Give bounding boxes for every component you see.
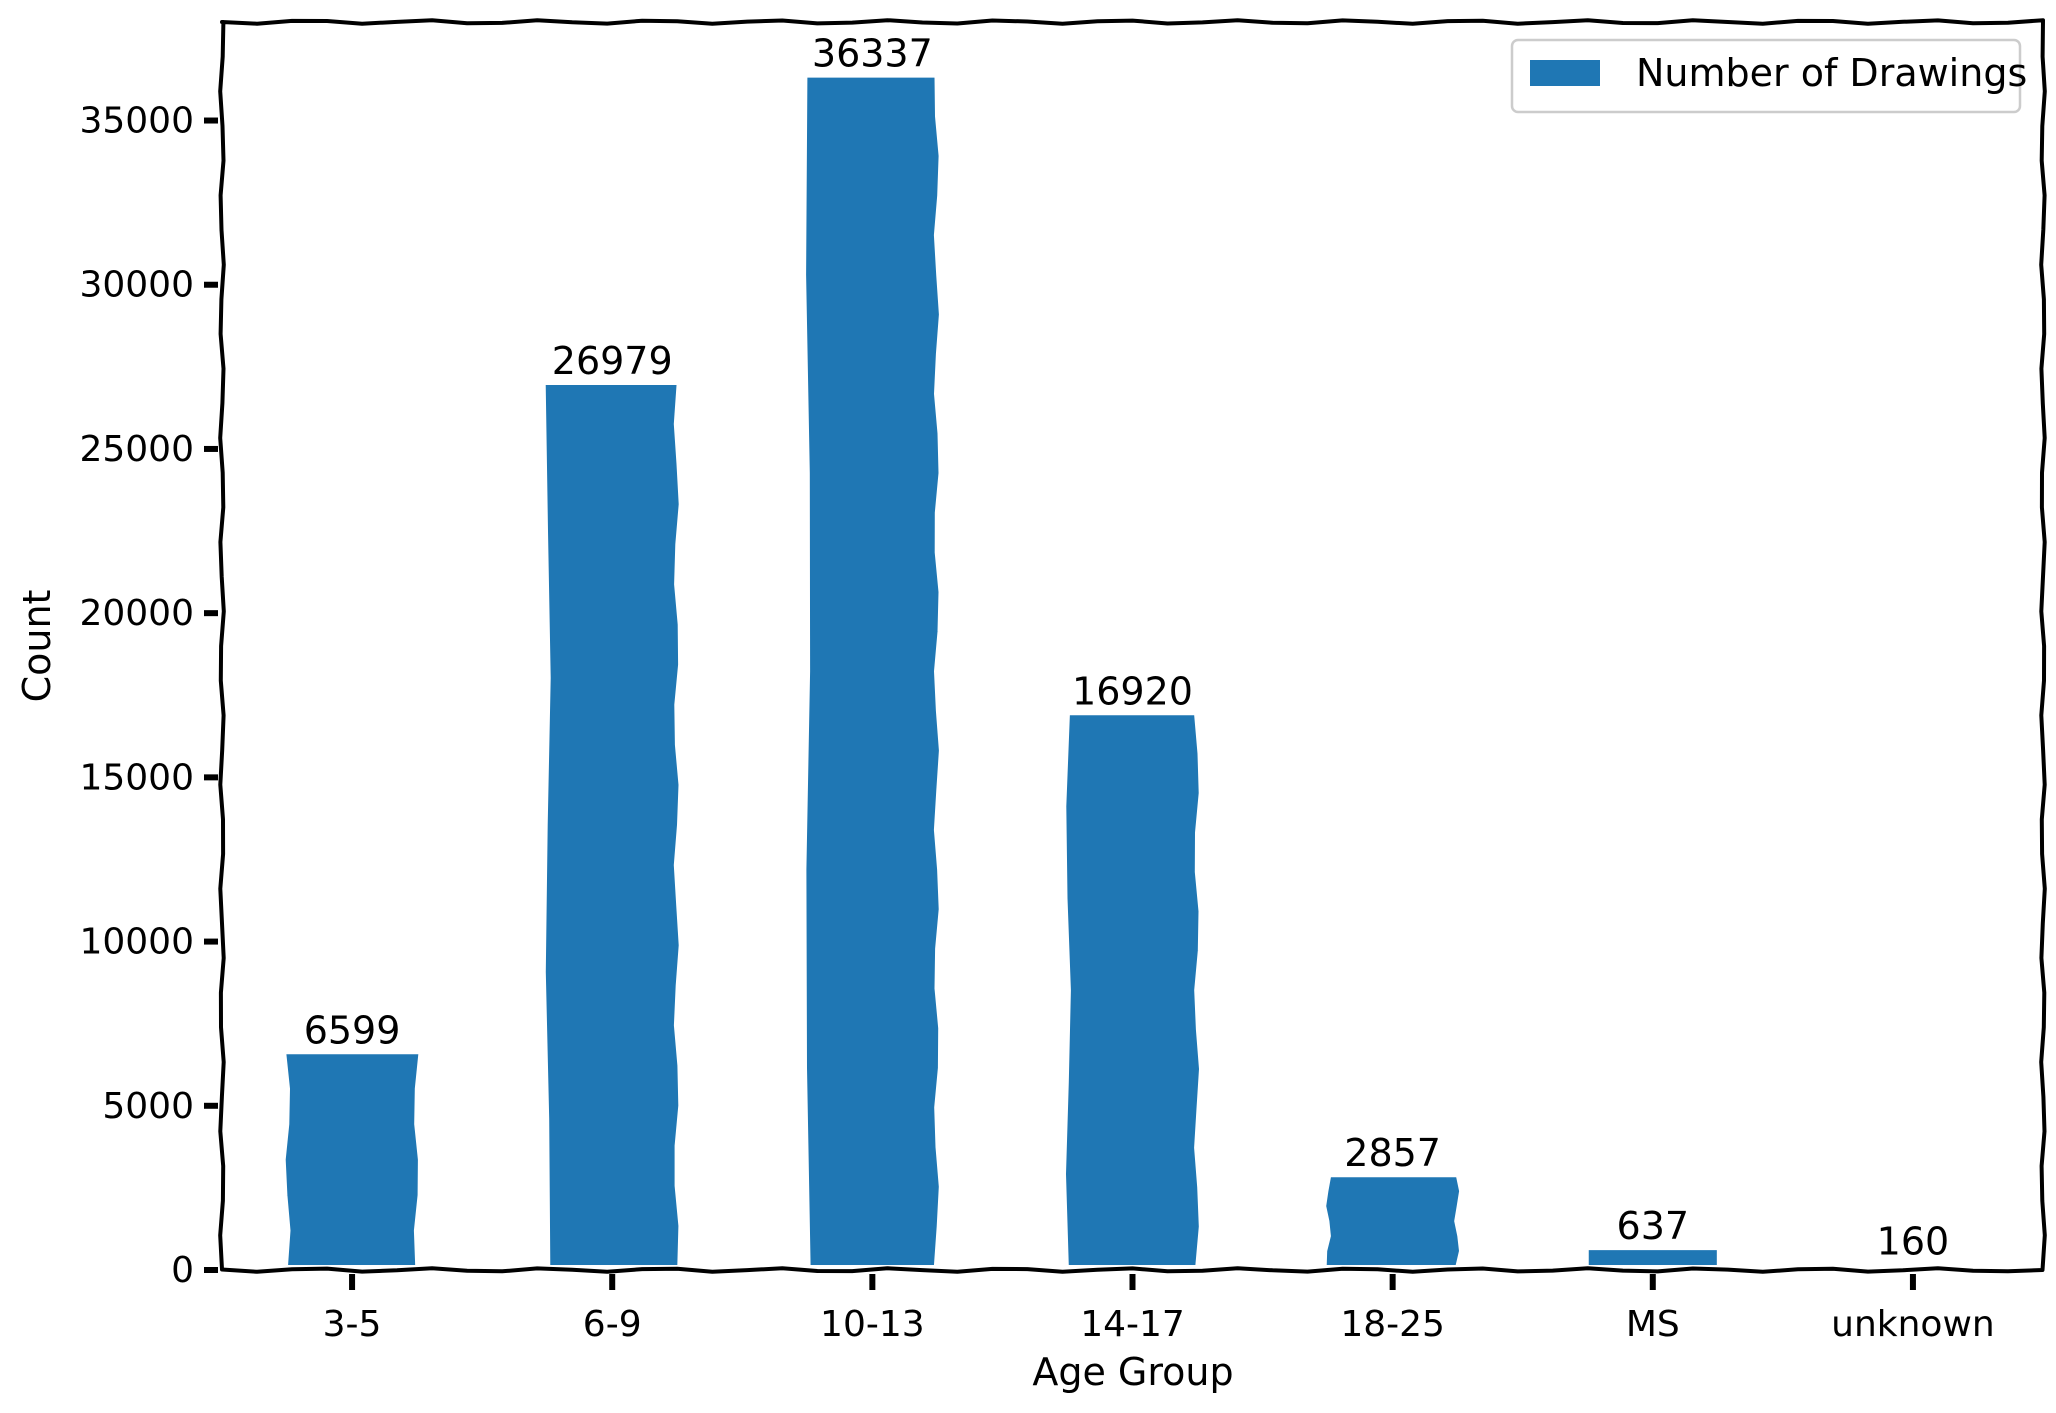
plot-frame	[218, 18, 2047, 1274]
y-tick-label: 5000	[102, 1086, 194, 1127]
x-tick-label: 3-5	[323, 1304, 382, 1345]
y-axis-ticks: 0 5000 10000 15000 20000 25000 30000 35000	[79, 101, 218, 1291]
y-tick-label: 10000	[79, 922, 194, 963]
x-tick-label: 18-25	[1340, 1304, 1445, 1345]
bar-value-label: 26979	[552, 339, 673, 383]
y-tick-label: 20000	[79, 593, 194, 634]
y-tick-label: 35000	[79, 101, 194, 142]
x-tick-label: unknown	[1831, 1304, 1995, 1345]
x-tick-label: 10-13	[820, 1304, 925, 1345]
bar-labels-layer: 6599 26979 36337 16920 2857 637 160	[304, 32, 1949, 1264]
bars-layer	[283, 75, 1979, 1267]
y-tick-label: 15000	[79, 757, 194, 798]
bar-value-label: 160	[1877, 1220, 1950, 1264]
bar-18-25	[1324, 1175, 1462, 1267]
legend-frame	[1510, 38, 2022, 114]
bar-3-5	[283, 1052, 421, 1267]
bar-value-label: 16920	[1072, 669, 1193, 713]
bar-unknown	[1846, 1263, 1979, 1267]
bar-value-label: 36337	[812, 32, 933, 76]
bar-value-label: 6599	[304, 1008, 401, 1052]
y-axis-title: Count	[15, 590, 59, 703]
x-tick-label: 14-17	[1080, 1304, 1185, 1345]
bar-14-17	[1063, 713, 1202, 1267]
bar-value-label: 2857	[1344, 1131, 1441, 1175]
legend-swatch	[1530, 60, 1600, 86]
y-tick-label: 25000	[79, 429, 194, 470]
x-tick-label: 6-9	[583, 1304, 642, 1345]
bar-6-9	[543, 383, 681, 1267]
y-tick-label: 0	[171, 1250, 194, 1291]
x-tick-label: MS	[1626, 1304, 1680, 1345]
x-axis-ticks: 3-5 6-9 10-13 14-17 18-25 MS unknown	[323, 1274, 1995, 1345]
legend: Number of Drawings	[1510, 38, 2027, 114]
bar-value-label: 637	[1617, 1204, 1690, 1248]
bar-MS	[1586, 1248, 1719, 1267]
y-tick-label: 30000	[79, 265, 194, 306]
x-axis-title: Age Group	[1032, 1350, 1233, 1394]
bar-10-13	[804, 75, 941, 1267]
legend-label: Number of Drawings	[1636, 51, 2027, 95]
